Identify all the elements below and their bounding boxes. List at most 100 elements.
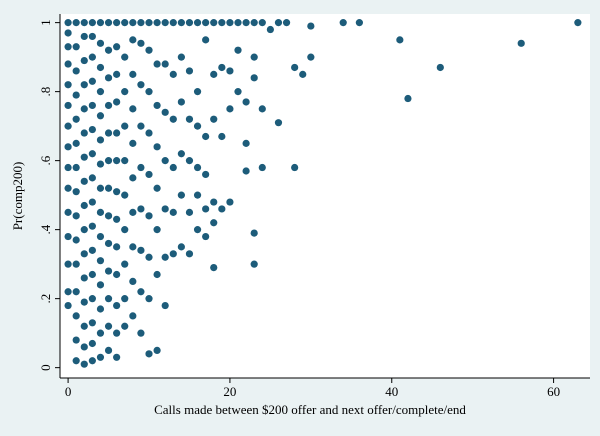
point xyxy=(88,222,96,230)
point xyxy=(137,39,145,47)
point xyxy=(64,43,72,51)
point xyxy=(72,357,80,365)
point xyxy=(88,270,96,279)
point xyxy=(161,60,169,68)
point xyxy=(64,260,72,268)
point xyxy=(64,208,72,216)
point xyxy=(250,53,258,61)
point xyxy=(64,60,72,68)
point xyxy=(96,136,105,144)
point xyxy=(121,122,129,130)
point xyxy=(202,19,210,27)
point xyxy=(193,191,202,199)
point xyxy=(145,295,153,303)
point xyxy=(153,60,161,68)
point xyxy=(145,350,153,358)
point xyxy=(104,184,113,192)
point xyxy=(137,246,145,254)
y-tick-label: .2 xyxy=(38,294,53,304)
y-axis-label: Pr(comp200) xyxy=(10,162,25,231)
point xyxy=(177,53,185,61)
point xyxy=(129,174,137,182)
point xyxy=(121,322,129,330)
point xyxy=(177,19,185,27)
point xyxy=(72,91,80,99)
point xyxy=(113,188,121,196)
point xyxy=(226,105,234,113)
point xyxy=(80,322,88,330)
point xyxy=(64,301,72,310)
point xyxy=(104,46,113,54)
point xyxy=(250,229,258,237)
point xyxy=(96,39,105,47)
point xyxy=(145,253,153,261)
point xyxy=(96,88,105,96)
point xyxy=(129,208,137,216)
point xyxy=(96,281,105,289)
point xyxy=(113,353,121,361)
y-tick-label: 0 xyxy=(38,364,53,371)
point xyxy=(161,19,169,27)
point xyxy=(64,81,72,89)
point xyxy=(88,19,96,27)
point xyxy=(72,236,80,244)
point xyxy=(396,36,404,44)
point xyxy=(72,67,80,75)
y-tick-label: .4 xyxy=(38,224,53,234)
point xyxy=(72,312,80,320)
point xyxy=(145,88,153,96)
point xyxy=(113,243,121,251)
point xyxy=(88,319,96,327)
point xyxy=(129,70,137,78)
point xyxy=(88,174,96,182)
point xyxy=(121,157,129,165)
point xyxy=(137,122,145,130)
point xyxy=(104,267,113,275)
point xyxy=(291,63,299,72)
point xyxy=(169,115,177,123)
point xyxy=(153,19,161,27)
y-tick-label: .6 xyxy=(38,155,53,165)
point xyxy=(234,88,242,96)
point xyxy=(169,70,177,78)
point xyxy=(96,257,105,265)
point xyxy=(80,153,88,161)
point xyxy=(169,208,177,216)
point xyxy=(436,63,444,72)
point xyxy=(202,205,210,213)
point xyxy=(104,157,113,165)
point xyxy=(185,67,194,75)
point xyxy=(72,43,80,51)
point xyxy=(210,263,218,272)
x-axis-label: Calls made between $200 offer and next o… xyxy=(154,402,466,417)
point xyxy=(104,101,113,110)
point xyxy=(88,198,96,206)
point xyxy=(96,63,105,72)
point xyxy=(104,74,113,82)
point xyxy=(404,94,412,103)
point xyxy=(113,157,121,165)
point xyxy=(80,298,88,306)
point xyxy=(210,19,218,27)
point xyxy=(96,232,105,241)
point xyxy=(137,19,145,27)
x-tick-label: 40 xyxy=(385,384,398,399)
point xyxy=(218,205,226,213)
point xyxy=(137,205,145,213)
point xyxy=(145,212,153,220)
point xyxy=(121,260,129,268)
point xyxy=(153,346,161,354)
point xyxy=(129,312,137,320)
point xyxy=(193,122,202,130)
point xyxy=(64,19,72,27)
point xyxy=(113,129,121,137)
point xyxy=(193,88,202,96)
point xyxy=(72,260,80,268)
point xyxy=(96,19,105,27)
point xyxy=(226,67,234,75)
point xyxy=(193,163,202,172)
point xyxy=(80,19,88,27)
point xyxy=(185,250,194,258)
point xyxy=(88,339,96,348)
